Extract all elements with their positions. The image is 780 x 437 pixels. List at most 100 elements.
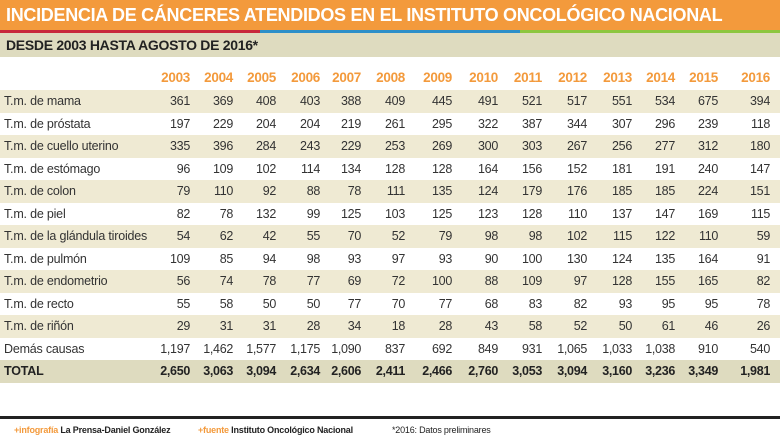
cell-value: 296 [655,116,675,131]
year-header: 2011 [513,70,542,85]
table-row: T.m. de mama 361 369 408 403 388 409 445 491 521 5… [0,90,780,113]
cell-value: 128 [612,274,632,288]
cell-value: 128 [432,161,452,176]
cell-value: 239 [698,116,718,131]
cell-value: 128 [385,161,405,176]
cell-value: 50 [306,296,321,311]
cell-value: 93 [618,296,633,311]
cell-value: 261 [385,116,405,131]
cell-value: 31 [262,319,277,333]
cell-value: 52 [391,229,406,243]
cell-value: 102 [567,229,587,243]
cell-value: 551 [612,94,632,108]
cell-value: 82 [573,296,588,311]
cell-value: 56 [176,274,191,288]
cell-value: 307 [612,116,632,131]
year-header: 2013 [603,70,632,85]
cell-value: 61 [661,319,676,333]
cell-value: 69 [347,274,362,288]
cell-value: 152 [567,161,587,176]
row-label: T.m. de cuello uterino [4,139,119,153]
cell-value: 77 [347,296,362,311]
cell-value: 124 [612,251,632,266]
cell-value: 70 [347,229,362,243]
cell-value: 79 [438,229,453,243]
cell-value: 55 [306,229,321,243]
cell-value: 90 [484,251,499,266]
table-row: T.m. de la glándula tiroides 54 62 42 55 70 52… [0,225,780,248]
year-header: 2009 [423,70,452,85]
cell-value: 97 [573,274,588,288]
cell-value: 312 [698,139,718,153]
cell-value: 849 [478,341,498,356]
cell-value: 124 [478,184,498,198]
cell-value: 115 [612,229,632,243]
cell-value: 58 [528,319,543,333]
cell-value: 100 [432,274,452,288]
cell-value: 52 [573,319,588,333]
table-row: T.m. de pulmón 109 85 94 98 93 97 93 90 100 130 124… [0,248,780,271]
cell-value: 156 [522,161,542,176]
cell-value: 3,094 [246,364,276,378]
cell-value: 179 [522,184,542,198]
year-header: 2012 [558,70,587,85]
year-header: 2015 [689,70,718,85]
cell-value: 180 [750,139,770,153]
cell-value: 110 [567,206,587,221]
cell-value: 409 [385,94,405,108]
cell-value: 34 [347,319,362,333]
cell-value: 151 [750,184,770,198]
cell-value: 229 [213,116,233,131]
cell-value: 517 [567,94,587,108]
cell-value: 387 [522,116,542,131]
table-row: T.m. de piel 82 78 132 99 125 103 125 123 128 110 1… [0,203,780,226]
stripe-red [0,30,260,33]
cell-value: 54 [176,229,191,243]
cell-value: 2,650 [160,364,190,378]
year-header: 2014 [646,70,675,85]
cell-value: 122 [655,229,675,243]
cell-value: 147 [750,161,770,176]
cell-value: 74 [219,274,234,288]
cell-value: 55 [176,296,191,311]
cell-value: 77 [438,296,453,311]
cell-value: 164 [478,161,498,176]
cell-value: 445 [432,94,452,108]
cell-value: 181 [612,161,632,176]
subtitle-band: DESDE 2003 HASTA AGOSTO DE 2016* [0,33,780,57]
cell-value: 98 [484,229,499,243]
cell-value: 837 [385,341,405,356]
cell-value: 164 [698,251,718,266]
cell-value: 1,033 [602,341,632,356]
cell-value: 70 [391,296,406,311]
footer-divider [0,416,780,419]
cell-value: 165 [698,274,718,288]
cell-value: 85 [219,251,234,266]
cell-value: 134 [341,161,361,176]
cell-value: 93 [347,251,362,266]
cell-value: 931 [522,341,542,356]
cell-value: 2,606 [331,364,361,378]
cell-value: 99 [306,206,321,221]
cell-value: 18 [391,319,406,333]
cell-value: 137 [612,206,632,221]
cell-value: 176 [567,184,587,198]
row-label: T.m. de endometrio [4,274,108,288]
stripe-blue [260,30,520,33]
year-header: 2007 [332,70,361,85]
cell-value: 114 [300,161,320,176]
cell-value: 396 [213,139,233,153]
cell-value: 42 [262,229,277,243]
cell-value: 123 [478,206,498,221]
cell-value: 97 [391,251,406,266]
source-key: +fuente [198,425,229,435]
cell-value: 109 [213,161,233,176]
row-label: T.m. de la glándula tiroides [4,229,148,243]
cell-value: 28 [438,319,453,333]
cell-value: 58 [219,296,234,311]
cell-value: 82 [756,274,771,288]
cell-value: 394 [750,94,770,108]
cell-value: 256 [612,139,632,153]
cell-value: 243 [300,139,320,153]
cell-value: 322 [478,116,498,131]
